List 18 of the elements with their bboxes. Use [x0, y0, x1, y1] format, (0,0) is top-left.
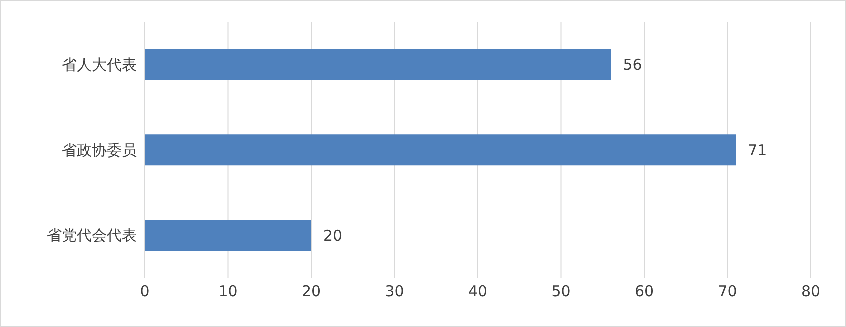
data-label: 71 [748, 141, 768, 160]
y-tick-label: 省党代会代表 [47, 226, 137, 245]
x-tick-label: 70 [718, 282, 738, 301]
x-tick-label: 10 [218, 282, 238, 301]
x-tick-label: 30 [385, 282, 404, 301]
data-label: 56 [623, 56, 642, 74]
bar [145, 134, 736, 166]
x-tick-label: 20 [302, 282, 322, 301]
data-label: 20 [324, 226, 343, 245]
y-tick-label: 省政协委员 [62, 141, 137, 160]
x-tick-label: 80 [801, 282, 821, 301]
bar [145, 49, 612, 80]
x-tick-label: 40 [468, 282, 488, 301]
x-tick-label: 0 [140, 282, 150, 301]
bar [145, 220, 312, 251]
x-tick-label: 60 [634, 282, 654, 301]
y-tick-label: 省人大代表 [62, 56, 137, 74]
x-tick-label: 50 [552, 282, 571, 301]
